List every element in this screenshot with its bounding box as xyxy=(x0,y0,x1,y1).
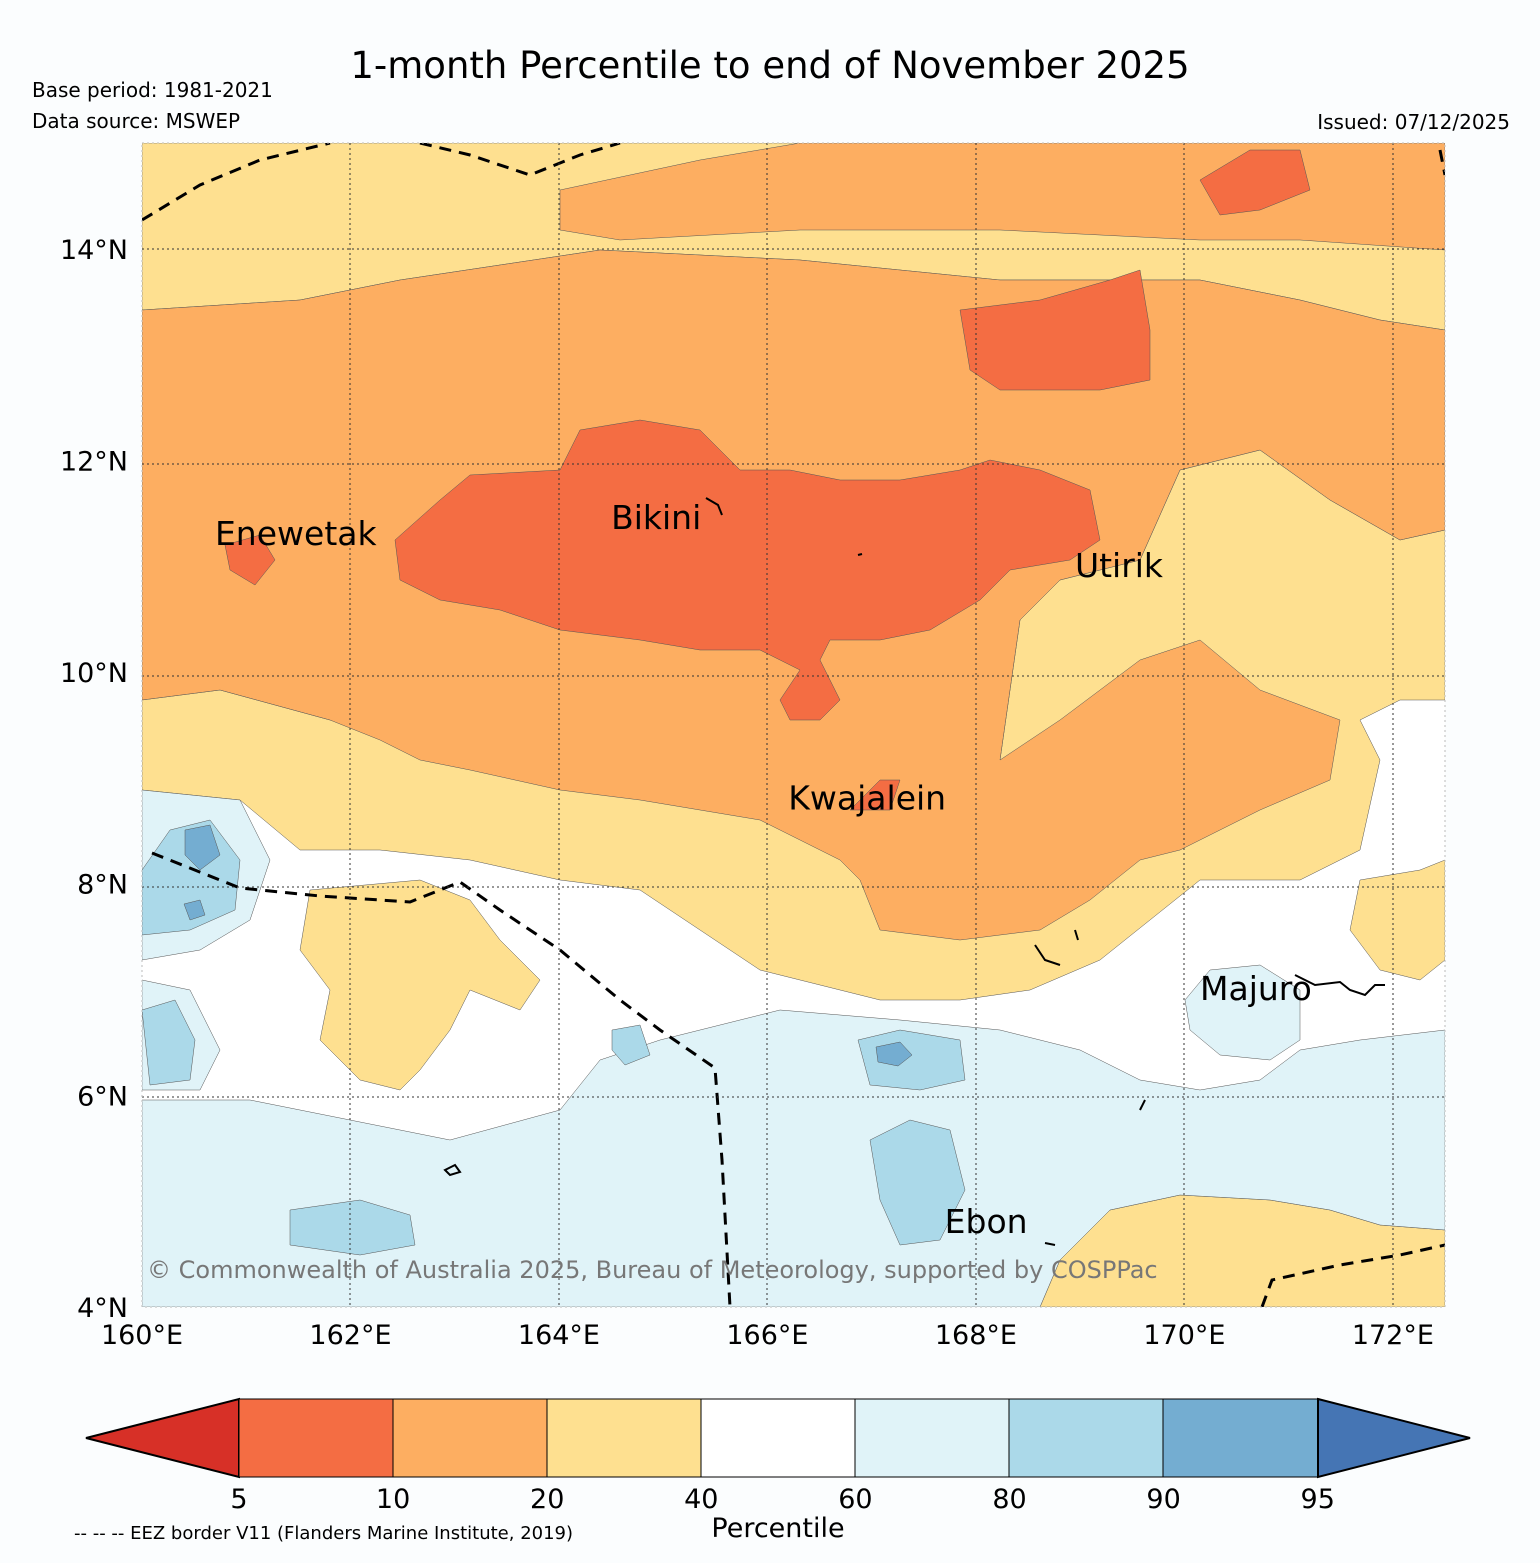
place-label-majuro: Majuro xyxy=(1200,969,1312,1008)
lon-label: 172°E xyxy=(1352,1320,1434,1351)
region-90-95-center xyxy=(875,1041,913,1067)
lat-label: 8°N xyxy=(77,870,128,901)
coastlines xyxy=(443,497,1385,1246)
region-5-10-northeast xyxy=(959,269,1151,391)
eez-legend-note: -- -- -- EEZ border V11 (Flanders Marine… xyxy=(74,1523,574,1544)
lat-label: 4°N xyxy=(77,1293,128,1324)
lon-label: 160°E xyxy=(101,1320,183,1351)
colorbar-seg-5-10 xyxy=(238,1398,394,1478)
place-label-bikini: Bikini xyxy=(611,498,701,537)
colorbar-tick-label: 95 xyxy=(1301,1484,1335,1515)
colorbar-seg-60-80 xyxy=(854,1398,1010,1478)
region-20-40-east xyxy=(1349,859,1445,981)
map-frame xyxy=(141,142,1446,1308)
region-80-90-center xyxy=(857,1029,966,1091)
region-20-40-west-blob xyxy=(299,879,541,1091)
gridlines xyxy=(142,143,1445,1307)
place-label-ebon: Ebon xyxy=(945,1202,1028,1241)
lat-label: 12°N xyxy=(60,446,128,477)
issued-date: Issued: 07/12/2025 xyxy=(1317,110,1510,134)
colorbar-tick-label: 90 xyxy=(1146,1484,1180,1515)
colorbar-tick-label: 20 xyxy=(530,1484,564,1515)
colorbar-tick-label: 60 xyxy=(838,1484,872,1515)
latitude-labels: 14°N 12°N 10°N 8°N 6°N 4°N xyxy=(60,235,128,1324)
region-5-10-central xyxy=(394,419,1101,721)
region-60-80-south xyxy=(142,1009,1445,1307)
eez-borders xyxy=(142,143,1445,1307)
colorbar-seg-10-20 xyxy=(392,1398,548,1478)
lat-label: 14°N xyxy=(60,235,128,266)
lon-label: 166°E xyxy=(726,1320,808,1351)
region-90-95-west-small xyxy=(183,899,206,921)
map-panel: © Commonwealth of Australia 2025, Bureau… xyxy=(60,142,1446,1351)
lon-label: 164°E xyxy=(518,1320,600,1351)
place-label-kwajalein: Kwajalein xyxy=(788,779,946,818)
colorbar-tick-label: 10 xyxy=(376,1484,410,1515)
lon-label: 162°E xyxy=(309,1320,391,1351)
place-labels: Enewetak Bikini Utirik Kwajalein Majuro Ebon xyxy=(215,498,1312,1241)
colorbar-label: Percentile xyxy=(711,1513,845,1544)
region-5-10-far-ne xyxy=(1199,149,1311,216)
region-80-90-small xyxy=(611,1024,651,1066)
region-90-95-west xyxy=(184,824,221,871)
colorbar-seg-20-40 xyxy=(546,1398,702,1478)
colorbar-extend-high xyxy=(1317,1397,1471,1479)
colorbar-ticks: 5 10 20 40 60 80 90 95 xyxy=(230,1484,1334,1515)
map-title: 1-month Percentile to end of November 20… xyxy=(350,44,1190,87)
region-60-80-majuro xyxy=(1184,964,1301,1061)
colorbar-seg-90-95 xyxy=(1162,1398,1319,1478)
colorbar: 5 10 20 40 60 80 90 95 xyxy=(85,1397,1471,1515)
colorbar-tick-label: 40 xyxy=(684,1484,718,1515)
region-5-10-kwaj xyxy=(849,779,901,811)
colorbar-tick-label: 80 xyxy=(992,1484,1026,1515)
base-period: Base period: 1981-2021 xyxy=(32,78,273,102)
colorbar-seg-80-90 xyxy=(1008,1398,1164,1478)
region-5-10-enewetak xyxy=(224,534,276,586)
colorbar-seg-40-60 xyxy=(700,1398,856,1478)
lon-label: 168°E xyxy=(935,1320,1017,1351)
lat-label: 10°N xyxy=(60,658,128,689)
copyright-text: © Commonwealth of Australia 2025, Bureau… xyxy=(147,1256,1158,1284)
region-80-90-west-low xyxy=(142,999,196,1086)
data-source: Data source: MSWEP xyxy=(32,109,241,133)
longitude-labels: 160°E 162°E 164°E 166°E 168°E 170°E 172°E xyxy=(101,1320,1434,1351)
region-80-90-sw xyxy=(289,1199,416,1256)
region-80-90-south xyxy=(869,1119,966,1246)
lon-label: 170°E xyxy=(1143,1320,1225,1351)
colorbar-tick-label: 5 xyxy=(230,1484,247,1515)
place-label-utirik: Utirik xyxy=(1075,546,1164,585)
lat-label: 6°N xyxy=(77,1081,128,1112)
place-label-enewetak: Enewetak xyxy=(215,514,378,553)
colorbar-extend-low xyxy=(85,1397,240,1479)
